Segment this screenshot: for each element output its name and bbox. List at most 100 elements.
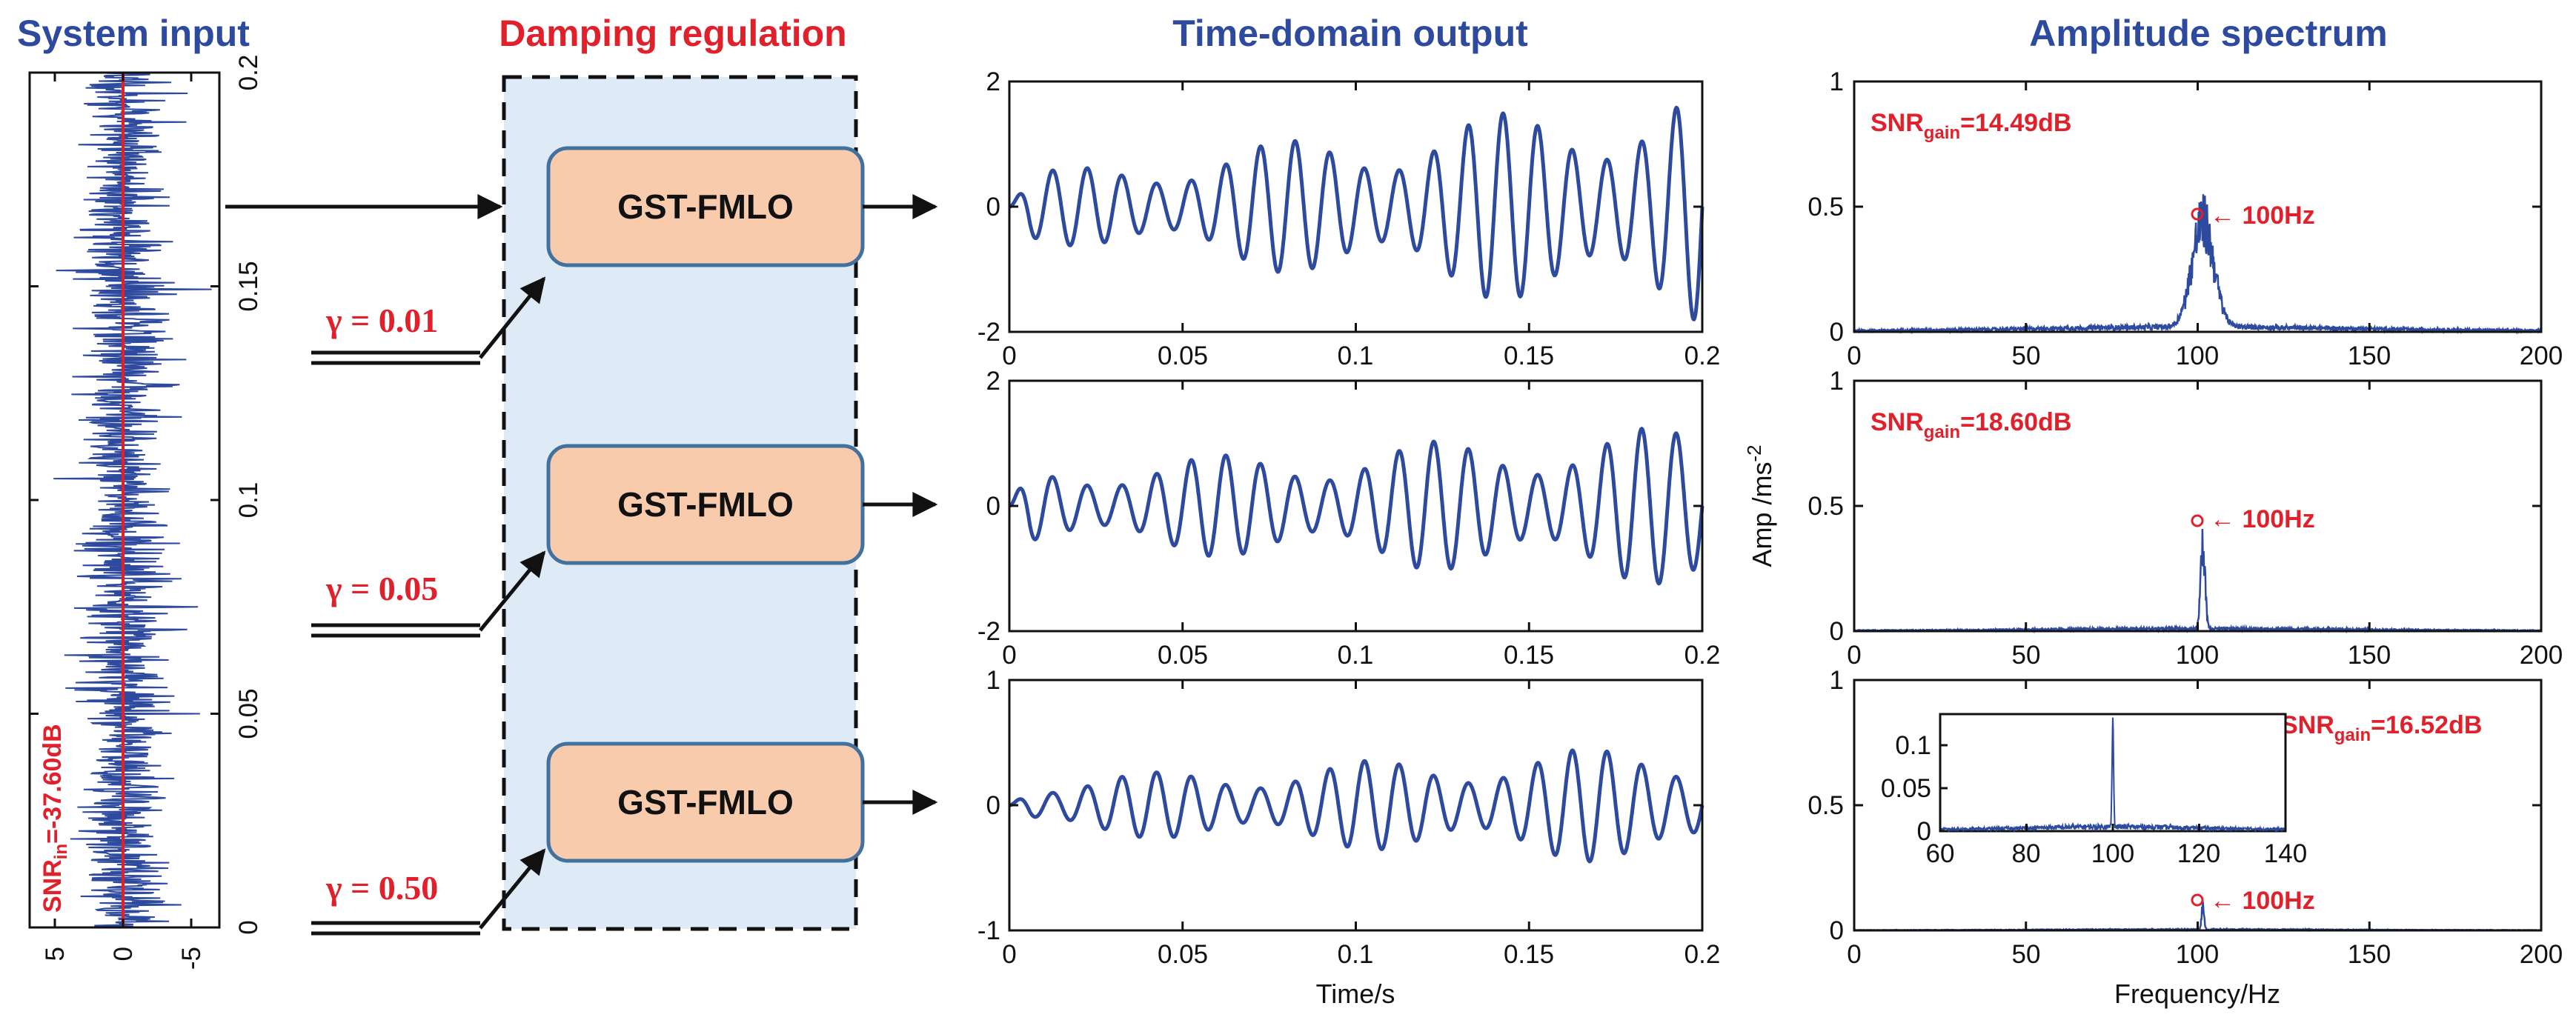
time-panel-2 [1008,379,1704,633]
inset-trace [1939,717,2286,833]
time-panel-1 [1008,80,1704,333]
spec3-xtick-4: 200 [2520,940,2563,969]
spec3-ytick-mid: 0.5 [1807,791,1844,820]
gamma-label-3: γ = 0.50 [325,869,438,907]
time2-xtick-0: 0 [1002,641,1016,670]
time2-ytick-mid: 0 [986,492,1000,521]
gamma-input-1: γ = 0.01 [311,276,546,365]
spec3-xtick-3: 150 [2348,940,2391,969]
block-3-label: GST-FMLO [617,783,794,822]
spectrum-1-snr-label: SNRgain=14.49dB [1870,109,2071,143]
gamma-input-2: γ = 0.05 [311,550,546,638]
time1-ytick-bot: -2 [977,318,1000,347]
title-amplitude-spectrum: Amplitude spectrum [2029,13,2387,54]
spec1-ytick-top: 1 [1830,67,1844,96]
input-time-tick-2: 0.1 [234,482,263,519]
spectrum-xlabel: Frequency/Hz [2114,979,2280,1009]
time3-xtick-4: 0.2 [1684,940,1721,969]
inset-ytick-1: 0.05 [1881,774,1931,803]
time-trace-1 [1009,105,1704,321]
spectrum-panel-2: ← 100Hz SNRgain=18.60dB [1853,379,2543,634]
spec1-ytick-mid: 0.5 [1807,193,1844,221]
spec1-xtick-0: 0 [1847,341,1861,370]
time1-xtick-0: 0 [1002,341,1016,370]
time2-xtick-3: 0.15 [1504,641,1554,670]
block-1-label: GST-FMLO [617,187,794,226]
spectrum-panel-3: ← 100Hz SNRgain=16.52dB [1853,679,2543,933]
time3-ytick-top: 1 [986,666,1000,695]
inset-xtick-2: 100 [2091,839,2134,868]
input-time-tick-3: 0.15 [234,261,263,311]
spectrum-2-peak-label: ← 100Hz [2210,505,2315,533]
spec2-xtick-2: 100 [2176,641,2219,670]
time3-ytick-bot: -1 [977,916,1000,945]
spectrum-1-peak-label: ← 100Hz [2210,201,2315,230]
gamma-label-2: γ = 0.05 [325,570,438,607]
spec2-xtick-3: 150 [2348,641,2391,670]
spec3-xtick-2: 100 [2176,940,2219,969]
time-ticks: 2 0 -2 2 0 -2 1 0 -1 0 0.05 0.1 0.15 0.2… [977,67,1720,969]
spec2-ytick-top: 1 [1830,367,1844,396]
input-time-tick-4: 0.2 [234,55,263,91]
time1-xtick-2: 0.1 [1338,341,1374,370]
time-xlabel: Time/s [1316,979,1395,1009]
time-domain-panels [1008,80,1704,932]
time1-ytick-top: 2 [986,67,1000,96]
spectrum-1-peak-marker [2191,207,2204,221]
inset-ytick-2: 0.1 [1895,731,1931,760]
spectrum-trace-2 [1853,528,2542,634]
time1-xtick-4: 0.2 [1684,341,1721,370]
time-panel-3 [1008,679,1704,932]
spec2-ytick-mid: 0.5 [1807,492,1844,521]
spec3-ytick-top: 1 [1830,666,1844,695]
time2-ytick-bot: -2 [977,617,1000,646]
spec1-xtick-3: 150 [2348,341,2391,370]
system-input-panel: 0 0.05 0.1 0.15 0.2 5 0 -5 SNRin=-37.60d… [28,55,263,970]
title-time-domain-output: Time-domain output [1172,13,1528,54]
spec3-ytick-bot: 0 [1830,916,1844,945]
inset-xtick-1: 80 [2012,839,2041,868]
axis-tick-marks [30,71,2543,932]
gamma-label-1: γ = 0.01 [325,301,438,339]
time3-xtick-3: 0.15 [1504,940,1554,969]
time3-xtick-1: 0.05 [1158,940,1208,969]
time1-xtick-3: 0.15 [1504,341,1554,370]
input-noise-trace [53,72,212,928]
input-amp-tick-1: 0 [109,947,138,961]
spectrum-panel-1: ← 100Hz SNRgain=14.49dB [1853,80,2543,335]
time3-xtick-0: 0 [1002,940,1016,969]
time1-ytick-mid: 0 [986,193,1000,221]
input-time-tick-1: 0.05 [234,688,263,739]
inset-xtick-0: 60 [1926,839,1955,868]
gst-fmlo-block-2: GST-FMLO [546,444,865,565]
gst-fmlo-block-1: GST-FMLO [546,146,865,267]
inset-ytick-0: 0 [1917,817,1931,846]
spectrum-3-peak-label: ← 100Hz [2210,887,2315,915]
inset-xtick-3: 120 [2177,839,2220,868]
block-2-label: GST-FMLO [617,485,794,524]
spec1-xtick-4: 200 [2520,341,2563,370]
spec2-xtick-0: 0 [1847,641,1861,670]
title-damping-regulation: Damping regulation [499,13,846,54]
time3-xtick-2: 0.1 [1338,940,1374,969]
spectrum-3-peak-marker [2191,893,2204,907]
time2-xtick-1: 0.05 [1158,641,1208,670]
time-trace-3 [1009,748,1704,864]
spec3-xtick-0: 0 [1847,940,1861,969]
inset-xtick-4: 140 [2264,839,2307,868]
input-ticks: 0 0.05 0.1 0.15 0.2 5 0 -5 [41,55,263,970]
time2-xtick-2: 0.1 [1338,641,1374,670]
spectrum-ticks: 1 0.5 0 1 0.5 0 1 0.5 0 0 50 100 150 200… [1807,67,2563,969]
time3-ytick-mid: 0 [986,791,1000,820]
time1-xtick-1: 0.05 [1158,341,1208,370]
gamma-input-3: γ = 0.50 [311,848,546,936]
spec2-xtick-1: 50 [2012,641,2041,670]
title-system-input: System input [17,13,250,54]
spectrum-2-peak-marker [2191,514,2204,527]
spectrum-trace-1 [1853,194,2542,335]
time2-ytick-top: 2 [986,367,1000,396]
spectrum-2-snr-label: SNRgain=18.60dB [1870,408,2071,442]
spec2-ytick-bot: 0 [1830,617,1844,646]
spec2-xtick-4: 200 [2520,641,2563,670]
